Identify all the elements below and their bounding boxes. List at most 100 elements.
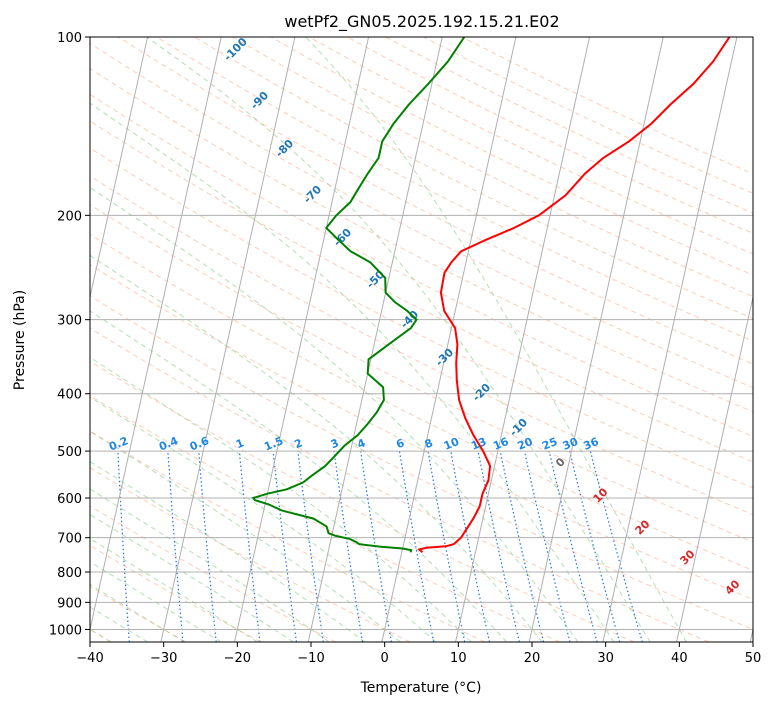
x-tick-label: 0 [381,651,389,666]
dry-adiabat [308,37,753,255]
dry-adiabat [90,327,710,642]
dry-adiabat [90,430,486,642]
isotherm--50 [90,37,149,300]
isotherm--20 [234,37,370,642]
mixing-ratio-line [450,450,491,642]
line-labels: 0.1 0.2 0.4 0.6 1 1.5 2 3 4 6 8 10 13 16 20 25 30 36-100-… [107,35,743,598]
dry-adiabat [156,37,753,342]
dry-adiabat-label: -40 [398,308,421,331]
dry-adiabat [90,93,753,438]
mixing-ratio-line [569,450,621,642]
mixing-ratio-line [427,450,466,642]
moist-adiabat-label: 20 [633,517,653,537]
dry-adiabat [461,37,753,175]
moist-adiabat [146,37,651,642]
mixing-ratio-line [198,451,217,642]
dry-adiabat-label: -90 [248,89,271,112]
moist-adiabat [90,396,437,642]
mixing-ratio-label: 30 [561,435,580,453]
mixing-ratio-label: 6 [394,436,406,451]
y-tick-label: 300 [57,314,82,329]
y-axis-title: Pressure (hPa) [12,290,28,390]
mixing-ratio-line [238,451,261,642]
moist-adiabat-label: 10 [591,485,611,505]
profiles [251,37,731,554]
x-tick-label: 40 [671,651,688,666]
moist-adiabat [305,37,687,642]
dry-adiabat [90,360,635,642]
y-tick-label: 200 [57,209,82,224]
mixing-ratio-line [333,451,364,642]
moist-adiabat-label: 30 [678,547,698,567]
mixing-ratio-label: 1 [234,436,246,451]
x-tick-label: −20 [224,651,251,666]
mixing-ratio-label: 36 [582,435,601,453]
mixing-ratio-line [523,450,571,642]
dry-adiabat-label: -60 [331,226,354,249]
plot-frame [89,36,754,643]
mixing-ratio-label: 25 [540,435,559,453]
moist-adiabat [90,430,401,642]
isotherm-0 [381,37,517,642]
x-tick-label: −40 [76,651,103,666]
mixing-ratio-label: 10 [442,435,461,453]
dry-adiabat [90,264,753,601]
moist-adiabat [90,254,543,642]
dry-adiabat [90,175,753,516]
x-axis-ticks: −40 −30 −20 −10 0 10 20 30 40 50 [76,642,761,666]
x-tick-label: 10 [450,651,467,666]
mixing-ratio-line [272,451,298,642]
moist-adiabats [90,37,687,642]
mixing-ratio-label: 8 [423,436,435,451]
mixing-ratio-line [589,450,643,642]
moist-adiabat [90,186,579,642]
dry-adiabat [90,586,187,642]
moist-adiabat-label: 0 [553,455,568,470]
mixing-ratio-label: 4 [355,436,367,451]
isotherm-20 [528,37,664,642]
dry-adiabat-label: -100 [221,35,250,64]
dry-adiabat [232,37,753,298]
dry-adiabat [90,295,753,630]
isotherm--40 [90,37,222,632]
moist-adiabat [90,583,185,642]
y-tick-label: 400 [57,388,82,403]
mixing-ratio-lines [117,450,643,642]
dry-adiabat [423,37,753,194]
moist-adiabat [90,488,330,642]
isotherm-40 [676,294,753,642]
mixing-ratio-label: 2 [293,436,305,451]
isotherm-50 [749,627,753,642]
plot-area: 0.1 0.2 0.4 0.6 1 1.5 2 3 4 6 8 10 13 16 20 25 30 36-100-… [90,35,753,642]
isotherm-30 [602,37,738,642]
mixing-ratio-label: 20 [516,435,535,453]
isobars [90,37,753,630]
y-tick-label: 1000 [49,623,82,638]
mixing-ratio-line [477,450,520,642]
mixing-ratio-label: 3 [329,436,341,451]
isotherm--10 [307,37,443,642]
moist-adiabat [90,310,507,642]
chart-title: wetPf2_GN05.2025.192.15.21.E02 [284,12,559,32]
y-tick-label: 500 [57,445,82,460]
moist-adiabat [90,513,294,642]
x-tick-label: 20 [524,651,541,666]
moist-adiabat [90,102,615,642]
dry-adiabat-label: -80 [273,137,296,160]
y-tick-label: 100 [57,31,82,46]
dry-adiabat [90,395,560,642]
y-tick-label: 900 [57,596,82,611]
dewpoint-profile [251,37,466,553]
dry-adiabat [90,120,753,463]
mixing-ratio-line [499,450,545,642]
y-axis-ticks: 100 200 300 400 500 600 700 800 900 1000 [49,31,90,638]
moist-adiabat [90,356,472,642]
dry-adiabat-label: -20 [470,381,493,404]
y-tick-label: 600 [57,492,82,507]
y-tick-label: 800 [57,566,82,581]
x-axis-title: Temperature (°C) [360,680,482,696]
dry-adiabat-label: -70 [301,183,324,206]
dry-adiabat-label: -30 [433,346,456,369]
mixing-ratio-line [548,450,598,642]
